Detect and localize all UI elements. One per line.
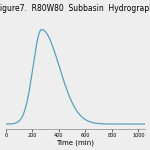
Title: Figure7.  R80W80  Subbasin  Hydrograph: Figure7. R80W80 Subbasin Hydrograph — [0, 4, 150, 13]
X-axis label: Time (min): Time (min) — [56, 139, 94, 146]
